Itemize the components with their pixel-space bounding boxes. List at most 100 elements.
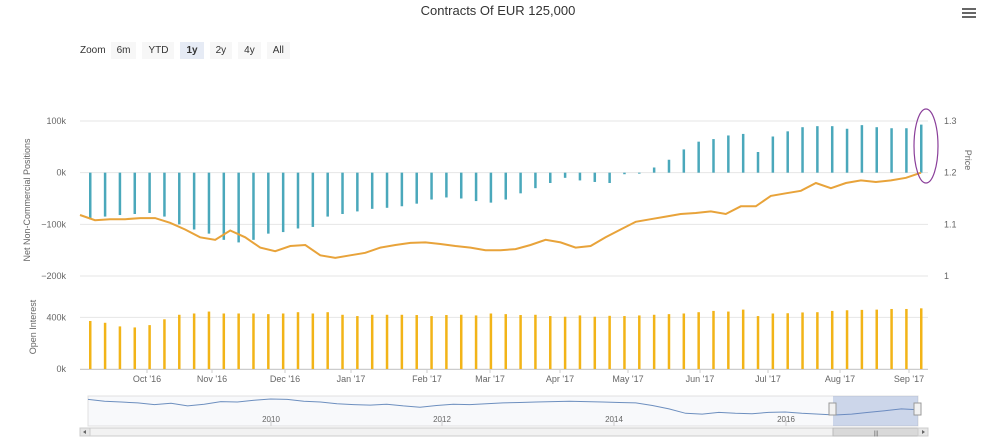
position-bar	[816, 126, 819, 173]
x-axis-tick-label: Apr '17	[546, 374, 574, 384]
position-bar	[341, 172, 344, 214]
open-interest-bar	[563, 316, 567, 369]
open-interest-bar	[905, 308, 908, 369]
left-axis-tick-label: 100k	[46, 116, 66, 126]
open-interest-bar	[830, 310, 834, 369]
x-axis-tick-label: May '17	[612, 374, 643, 384]
right-axis-tick-label: 1.2	[944, 168, 957, 178]
open-interest-bar	[192, 313, 196, 369]
highlight-ellipse	[913, 108, 939, 184]
open-interest-bar	[593, 316, 597, 369]
position-bar	[445, 172, 448, 198]
x-axis-tick-label: Aug '17	[825, 374, 855, 384]
open-interest-bar	[415, 315, 418, 369]
position-bar	[830, 126, 834, 173]
position-bar	[549, 172, 552, 183]
open-interest-bar	[281, 313, 285, 369]
scrollbar-left-arrow-icon	[83, 430, 86, 434]
position-bar	[890, 128, 893, 173]
position-bar	[267, 172, 270, 234]
position-bar	[459, 172, 463, 199]
zoom-1y-button[interactable]: 1y	[180, 42, 204, 59]
navigator-selection[interactable]	[833, 396, 918, 426]
open-interest-bar	[252, 313, 255, 369]
position-bar	[415, 172, 418, 204]
position-bar	[845, 128, 849, 173]
navigator-tick-label: 2014	[605, 415, 623, 424]
open-interest-bar	[489, 313, 493, 369]
open-interest-bar	[667, 314, 671, 369]
zoom-all-button[interactable]: All	[266, 42, 290, 59]
position-bar	[281, 172, 285, 233]
right-axis-tick-label: 1.1	[944, 219, 957, 229]
open-interest-bar	[652, 314, 656, 369]
position-bar	[593, 172, 597, 182]
position-bar	[178, 172, 181, 225]
position-bar	[385, 172, 389, 208]
position-bar	[222, 172, 226, 240]
navigator-tick-label: 2016	[777, 415, 795, 424]
navigator-background	[87, 395, 919, 427]
position-bar	[207, 172, 211, 234]
navigator-right-handle[interactable]	[913, 402, 922, 416]
open-interest-bar	[756, 316, 760, 369]
open-interest-bar	[623, 316, 626, 369]
position-bar	[89, 172, 92, 220]
position-bar	[638, 172, 641, 174]
position-bar	[623, 172, 626, 175]
navigator-series-line	[87, 398, 919, 416]
left-axis-tick-label: −200k	[41, 271, 66, 281]
open-interest-bar	[178, 314, 181, 369]
position-bar	[786, 131, 789, 173]
zoom-4y-button[interactable]: 4y	[238, 42, 261, 59]
position-bar	[163, 172, 166, 217]
navigator-tick-label: 2010	[262, 415, 280, 424]
open-interest-bar	[459, 314, 463, 369]
x-axis-tick-label: Jun '17	[686, 374, 715, 384]
position-bar	[519, 172, 522, 194]
zoom-ytd-button[interactable]: YTD	[142, 42, 175, 59]
open-interest-tick-label: 400k	[46, 312, 66, 322]
zoom-2y-button[interactable]: 2y	[209, 42, 233, 59]
zoom-selector: Zoom 6m YTD 1y 2y 4y All	[80, 42, 296, 59]
left-axis-tick-label: 0k	[56, 168, 66, 178]
position-bar	[118, 172, 122, 216]
x-axis-tick-label: Mar '17	[475, 374, 505, 384]
open-interest-bar	[103, 322, 107, 369]
position-bar	[237, 172, 240, 243]
open-interest-bar	[712, 310, 715, 369]
x-axis-tick-label: Nov '16	[197, 374, 227, 384]
position-bar	[356, 172, 359, 212]
open-interest-bar	[207, 311, 211, 369]
scrollbar-grip-icon: |||	[874, 431, 879, 437]
open-interest-bar	[163, 319, 166, 369]
open-interest-bar	[519, 315, 522, 369]
open-interest-bar	[311, 313, 315, 369]
right-axis-tick-label: 1	[944, 271, 949, 281]
open-interest-bar	[534, 314, 537, 369]
open-interest-bar	[430, 316, 433, 369]
open-interest-bar	[578, 315, 582, 369]
position-bar	[192, 172, 196, 230]
zoom-6m-button[interactable]: 6m	[110, 42, 137, 59]
position-bar	[920, 124, 923, 173]
right-axis-tick-label: 1.3	[944, 116, 957, 126]
open-interest-bar	[771, 313, 775, 369]
position-bar	[712, 139, 715, 173]
open-interest-bar	[801, 312, 804, 369]
open-interest-bar	[400, 314, 404, 369]
position-bar	[756, 152, 760, 173]
navigator-left-handle[interactable]	[828, 402, 837, 416]
open-interest-bar	[222, 313, 226, 369]
open-interest-bar	[370, 314, 374, 369]
position-bar	[148, 172, 151, 213]
scrollbar-track[interactable]	[79, 427, 929, 437]
position-bar	[905, 128, 908, 173]
open-interest-bar	[296, 312, 300, 369]
open-interest-bar	[356, 316, 359, 369]
position-bar	[697, 141, 700, 173]
position-bar	[563, 172, 567, 178]
hamburger-menu-icon[interactable]	[962, 8, 976, 20]
open-interest-bar	[638, 315, 641, 369]
open-interest-bar	[385, 314, 389, 369]
